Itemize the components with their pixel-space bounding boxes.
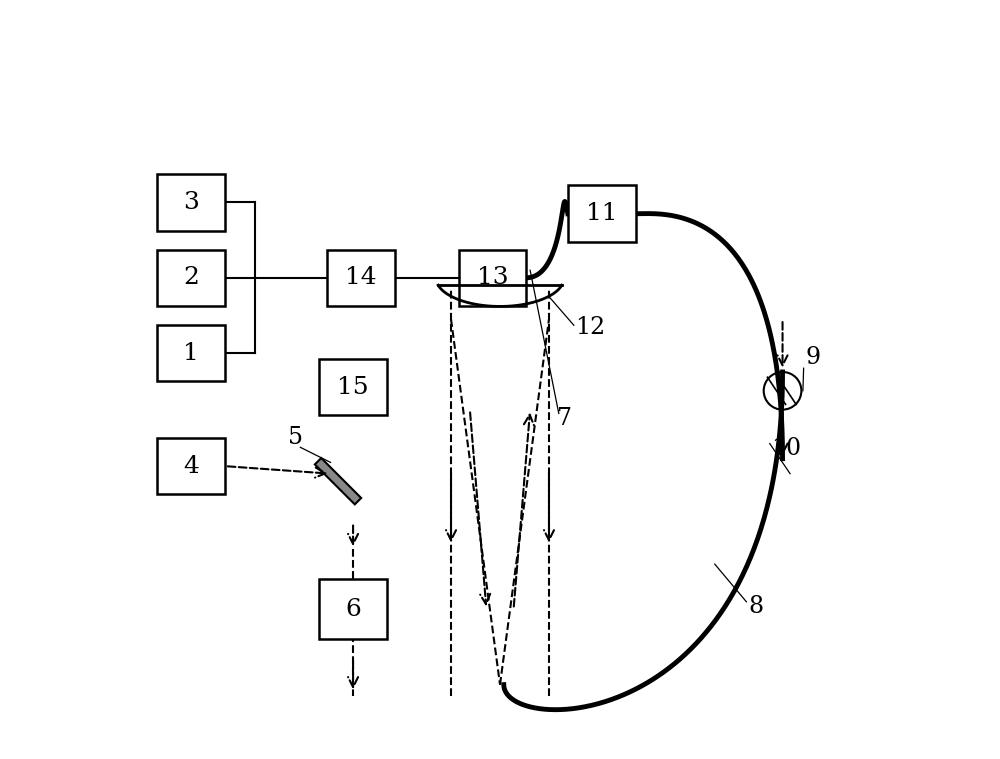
Text: 1: 1 [183,342,199,364]
Text: 3: 3 [183,191,199,214]
Text: 7: 7 [557,407,572,430]
Text: 15: 15 [337,376,369,398]
Text: 8: 8 [749,595,764,618]
Text: 12: 12 [575,317,606,339]
Text: 11: 11 [586,202,617,225]
Text: 5: 5 [288,426,303,449]
Bar [157,250,225,306]
Bar [319,579,387,639]
Text: 6: 6 [345,598,361,621]
Bar [157,174,225,231]
Text: 13: 13 [477,266,508,289]
Text: 9: 9 [805,346,820,370]
Text: 4: 4 [183,455,199,477]
Bar [315,458,361,505]
Bar [327,250,395,306]
Text: 14: 14 [345,266,376,289]
Bar [568,185,636,242]
Bar [459,250,526,306]
Bar [319,359,387,415]
Bar [157,325,225,381]
Text: 2: 2 [183,266,199,289]
Bar [157,438,225,494]
Text: 10: 10 [771,437,801,460]
